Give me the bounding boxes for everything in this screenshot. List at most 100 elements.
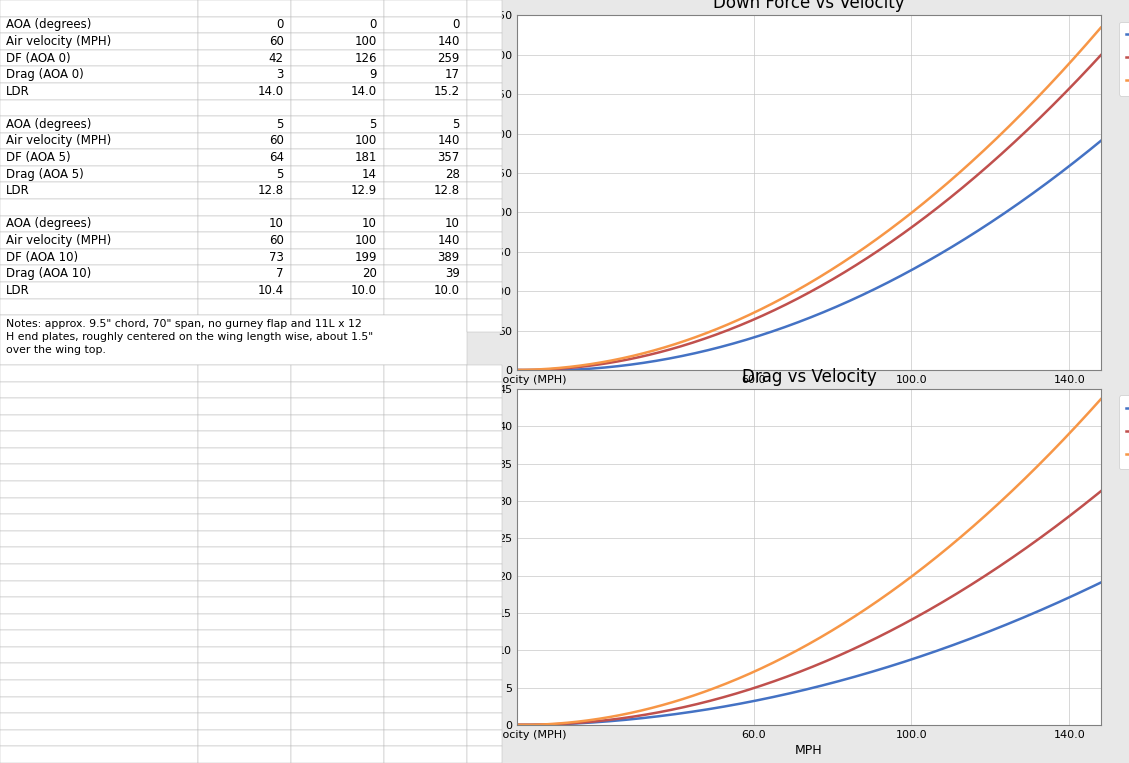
Bar bbox=[199, 298, 291, 315]
Text: 10.4: 10.4 bbox=[257, 284, 283, 297]
Bar bbox=[0, 746, 199, 763]
Bar bbox=[467, 66, 502, 83]
Drag (AOA 0) bbox=[510, 720, 524, 729]
Bar bbox=[0, 150, 199, 166]
Legend: Drag (AOA 0), Drag (AOA 5), Drag (AOA 10): Drag (AOA 0), Drag (AOA 5), Drag (AOA 10… bbox=[1119, 395, 1129, 469]
Bar bbox=[0, 66, 199, 83]
Bar bbox=[384, 249, 467, 266]
Drag (AOA 5) bbox=[990, 564, 1004, 573]
Bar bbox=[0, 431, 199, 448]
Bar bbox=[0, 613, 199, 630]
Drag (AOA 10) bbox=[858, 605, 872, 614]
Text: 10: 10 bbox=[445, 217, 460, 230]
Bar bbox=[291, 647, 384, 664]
Bar bbox=[0, 465, 199, 481]
Bar bbox=[467, 531, 502, 547]
Bar bbox=[291, 150, 384, 166]
Bar bbox=[467, 133, 502, 150]
Text: 9: 9 bbox=[369, 68, 377, 81]
Text: 60: 60 bbox=[269, 234, 283, 247]
Text: 100: 100 bbox=[355, 35, 377, 48]
Bar bbox=[199, 182, 291, 199]
Bar bbox=[291, 547, 384, 564]
DF (AOA 5) bbox=[791, 294, 805, 303]
DF (AOA 10) bbox=[788, 287, 802, 296]
Bar bbox=[467, 746, 502, 763]
Bar bbox=[199, 514, 291, 531]
Bar bbox=[467, 365, 502, 382]
Text: 140: 140 bbox=[437, 35, 460, 48]
Text: Air velocity (MPH): Air velocity (MPH) bbox=[6, 35, 112, 48]
Bar bbox=[199, 133, 291, 150]
Bar bbox=[0, 199, 199, 216]
Bar bbox=[467, 398, 502, 414]
Bar bbox=[291, 116, 384, 133]
Bar bbox=[291, 199, 384, 216]
Bar bbox=[199, 564, 291, 581]
Bar bbox=[291, 514, 384, 531]
Text: Drag (AOA 0): Drag (AOA 0) bbox=[6, 68, 84, 81]
Bar bbox=[384, 465, 467, 481]
DF (AOA 5) bbox=[858, 255, 872, 264]
Bar bbox=[199, 0, 291, 17]
Bar bbox=[199, 431, 291, 448]
Text: Drag (AOA 10): Drag (AOA 10) bbox=[6, 267, 91, 280]
Bar bbox=[384, 199, 467, 216]
Line: Drag (AOA 10): Drag (AOA 10) bbox=[517, 399, 1101, 725]
Bar bbox=[0, 531, 199, 547]
Bar bbox=[384, 83, 467, 99]
Bar bbox=[467, 166, 502, 182]
Bar bbox=[199, 680, 291, 697]
Bar bbox=[291, 465, 384, 481]
Bar bbox=[467, 497, 502, 514]
Bar bbox=[384, 680, 467, 697]
Bar bbox=[199, 266, 291, 282]
Bar bbox=[384, 17, 467, 33]
Bar bbox=[467, 581, 502, 597]
DF (AOA 10) bbox=[1080, 39, 1094, 48]
Bar bbox=[384, 382, 467, 398]
Drag (AOA 5) bbox=[789, 669, 803, 678]
Bar bbox=[467, 697, 502, 713]
X-axis label: MPH: MPH bbox=[795, 744, 823, 757]
Bar bbox=[291, 266, 384, 282]
DF (AOA 5) bbox=[510, 365, 524, 375]
Bar bbox=[467, 249, 502, 266]
Bar bbox=[291, 448, 384, 465]
Bar bbox=[467, 564, 502, 581]
Bar bbox=[384, 50, 467, 66]
Bar bbox=[199, 33, 291, 50]
Bar bbox=[384, 282, 467, 298]
Bar bbox=[467, 664, 502, 680]
DF (AOA 0) bbox=[510, 365, 524, 375]
Drag (AOA 0) bbox=[791, 687, 805, 696]
Bar bbox=[0, 298, 199, 315]
Text: 259: 259 bbox=[437, 52, 460, 65]
Bar bbox=[0, 514, 199, 531]
Text: 126: 126 bbox=[355, 52, 377, 65]
Bar bbox=[384, 547, 467, 564]
Title: Down Force vs Velocity: Down Force vs Velocity bbox=[714, 0, 904, 12]
Bar bbox=[199, 50, 291, 66]
Bar bbox=[467, 481, 502, 497]
DF (AOA 5) bbox=[1094, 50, 1108, 60]
Bar bbox=[0, 448, 199, 465]
DF (AOA 10) bbox=[791, 285, 805, 295]
Bar bbox=[199, 547, 291, 564]
Bar bbox=[0, 50, 199, 66]
Bar bbox=[291, 99, 384, 116]
Text: 12.8: 12.8 bbox=[434, 184, 460, 198]
Bar bbox=[199, 481, 291, 497]
Bar bbox=[199, 150, 291, 166]
Drag (AOA 5) bbox=[1082, 497, 1095, 506]
Text: 60: 60 bbox=[269, 35, 283, 48]
Bar bbox=[384, 99, 467, 116]
Text: 28: 28 bbox=[445, 168, 460, 181]
DF (AOA 5) bbox=[788, 296, 802, 305]
Text: 7: 7 bbox=[277, 267, 283, 280]
Bar bbox=[199, 448, 291, 465]
Text: 5: 5 bbox=[277, 118, 283, 131]
Bar bbox=[0, 365, 199, 382]
Bar bbox=[467, 199, 502, 216]
Bar bbox=[467, 99, 502, 116]
